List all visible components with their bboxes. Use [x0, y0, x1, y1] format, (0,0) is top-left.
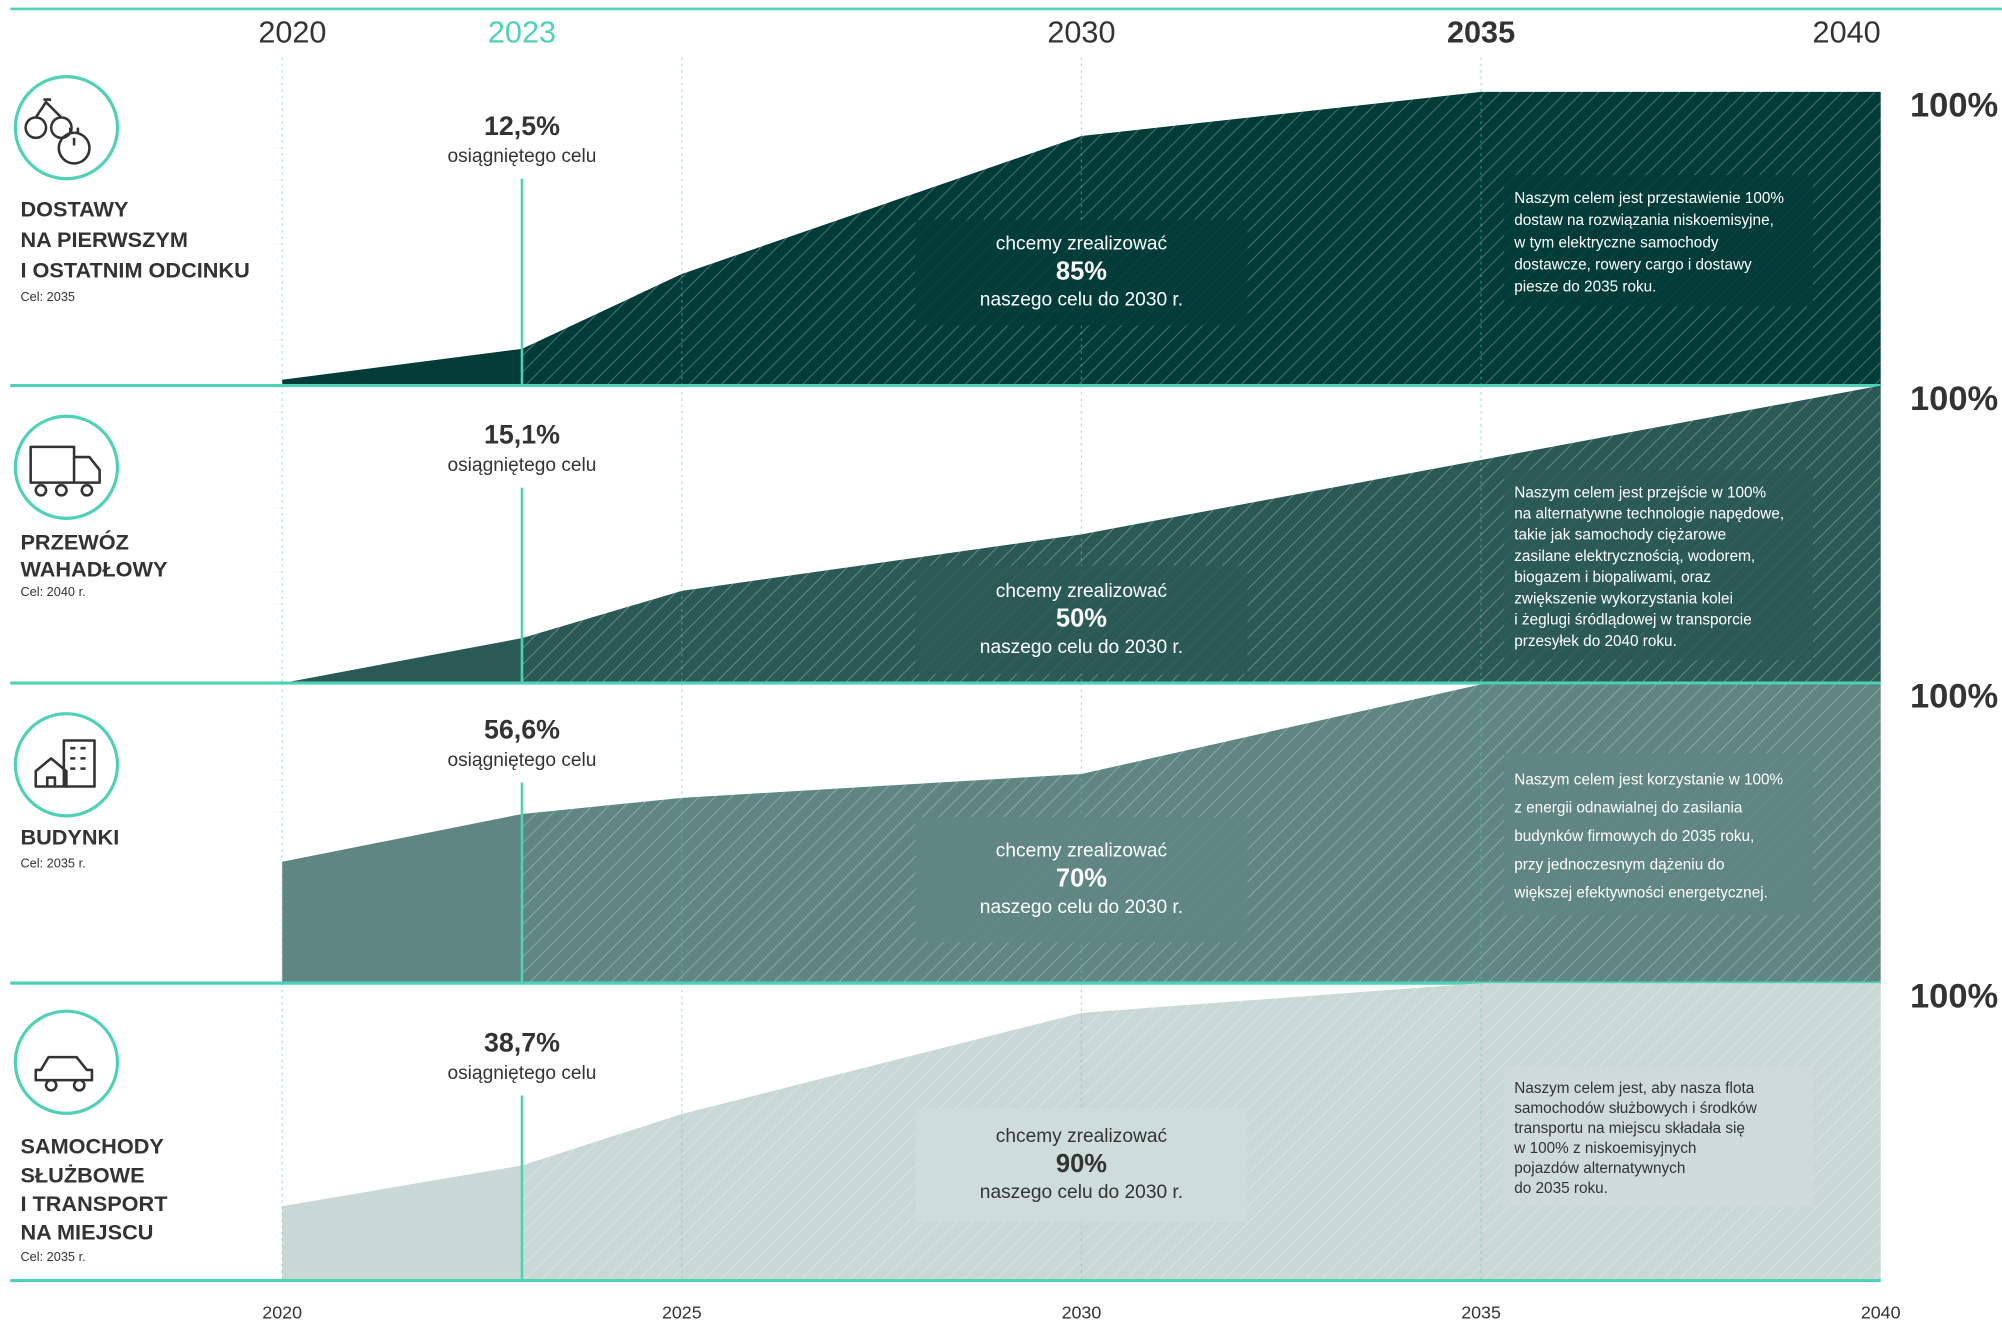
row-title: NA MIEJSCU: [20, 1220, 153, 1245]
note-line: i żeglugi śródlądowej w transporcie: [1514, 612, 1751, 629]
achieved-caption: osiągniętego celu: [447, 146, 596, 167]
note-line: Naszym celem jest, aby nasza flota: [1514, 1080, 1754, 1097]
row-title: I OSTATNIM ODCINKU: [20, 258, 249, 283]
goal-intro: chcemy zrealizować: [996, 841, 1168, 862]
note-line: dostaw na rozwiązania niskoemisyjne,: [1514, 212, 1774, 229]
row-subtitle: Cel: 2035 r.: [20, 856, 85, 871]
goal-intro: chcemy zrealizować: [996, 581, 1168, 602]
row-title: SAMOCHODY: [20, 1134, 164, 1159]
x-tick-label: 2040: [1861, 1303, 1901, 1323]
achieved-value: 15,1%: [484, 420, 560, 450]
note-line: przesyłek do 2040 roku.: [1514, 633, 1677, 650]
icon-circle: [13, 1009, 120, 1115]
note-line: Naszym celem jest korzystanie w 100%: [1514, 771, 1783, 788]
note-box: [1504, 1066, 1814, 1207]
row-title: SŁUŻBOWE: [20, 1162, 144, 1187]
achieved-value: 56,6%: [484, 715, 560, 745]
row-title: PRZEWÓZ: [20, 530, 128, 555]
end-label: 100%: [1910, 677, 1998, 715]
row-subtitle: Cel: 2040 r.: [20, 584, 85, 599]
icon: [34, 1055, 94, 1092]
row-title: WAHADŁOWY: [20, 556, 168, 581]
note-line: zasilane elektrycznością, wodorem,: [1514, 548, 1755, 565]
achieved-caption: osiągniętego celu: [447, 1063, 596, 1084]
header-year: 2023: [488, 16, 556, 50]
icon-circle: [13, 414, 120, 520]
x-tick-label: 2025: [662, 1303, 702, 1323]
goal-value: 70%: [1056, 864, 1107, 892]
x-tick-label: 2020: [262, 1303, 302, 1323]
achieved-value: 38,7%: [484, 1027, 560, 1057]
note-line: budynków firmowych do 2035 roku,: [1514, 828, 1754, 845]
note-line: samochodów służbowych i środków: [1514, 1100, 1757, 1117]
note-box: [1504, 469, 1814, 661]
header-year: 2035: [1447, 16, 1515, 50]
header-year: 2040: [1813, 16, 1881, 50]
note-line: Naszym celem jest przestawienie 100%: [1514, 190, 1784, 207]
goal-box: [915, 565, 1248, 675]
note-line: w tym elektryczne samochody: [1513, 234, 1719, 251]
goal-value: 90%: [1056, 1150, 1107, 1178]
note-line: biogazem i biopaliwami, oraz: [1514, 569, 1711, 586]
achieved-value: 12,5%: [484, 111, 560, 141]
row-subtitle: Cel: 2035 r.: [20, 1249, 85, 1264]
goal-box: [915, 1108, 1248, 1222]
goal-box: [915, 219, 1248, 326]
note-line: piesze do 2035 roku.: [1514, 279, 1656, 296]
note-line: na alternatywne technologie napędowe,: [1514, 506, 1784, 523]
header-year: 2020: [258, 16, 326, 50]
x-tick-label: 2030: [1062, 1303, 1102, 1323]
goal-caption: naszego celu do 2030 r.: [980, 897, 1183, 918]
goal-intro: chcemy zrealizować: [996, 1126, 1168, 1147]
header-year: 2030: [1047, 16, 1115, 50]
note-line: w 100% z niskoemisyjnych: [1513, 1140, 1696, 1157]
icon: [24, 98, 91, 165]
icon: [29, 445, 101, 497]
goal-caption: naszego celu do 2030 r.: [980, 290, 1183, 311]
goal-caption: naszego celu do 2030 r.: [980, 637, 1183, 658]
note-line: do 2035 roku.: [1514, 1180, 1608, 1197]
goal-value: 85%: [1056, 257, 1107, 285]
row-subtitle: Cel: 2035: [20, 289, 75, 304]
note-line: pojazdów alternatywnych: [1514, 1160, 1685, 1177]
end-label: 100%: [1910, 380, 1998, 418]
achieved-caption: osiągniętego celu: [447, 750, 596, 771]
goal-value: 50%: [1056, 605, 1107, 633]
goal-caption: naszego celu do 2030 r.: [980, 1182, 1183, 1203]
row-title: DOSTAWY: [20, 196, 129, 221]
note-line: zwiększenie wykorzystania kolei: [1514, 590, 1733, 607]
icon: [34, 739, 96, 788]
note-box: [1504, 174, 1814, 307]
achieved-caption: osiągniętego celu: [447, 455, 596, 476]
row-title: I TRANSPORT: [20, 1191, 168, 1216]
row-title: BUDYNKI: [20, 825, 119, 850]
end-label: 100%: [1910, 978, 1998, 1016]
row-title: NA PIERWSZYM: [20, 227, 188, 252]
icon-circle: [13, 712, 120, 818]
note-line: takie jak samochody ciężarowe: [1514, 527, 1726, 544]
icon-circle: [13, 75, 120, 181]
goal-box: [915, 817, 1248, 943]
note-line: dostawcze, rowery cargo i dostawy: [1514, 256, 1752, 273]
end-label: 100%: [1910, 86, 1998, 124]
note-line: większej efektywności energetycznej.: [1513, 885, 1768, 902]
note-line: przy jednoczesnym dążeniu do: [1514, 856, 1724, 873]
note-box: [1504, 753, 1814, 916]
note-line: Naszym celem jest przejście w 100%: [1514, 484, 1766, 501]
note-line: transportu na miejscu składała się: [1514, 1120, 1745, 1137]
x-tick-label: 2035: [1461, 1303, 1501, 1323]
note-line: z energii odnawialnej do zasilania: [1514, 800, 1743, 817]
goal-intro: chcemy zrealizować: [996, 234, 1168, 255]
